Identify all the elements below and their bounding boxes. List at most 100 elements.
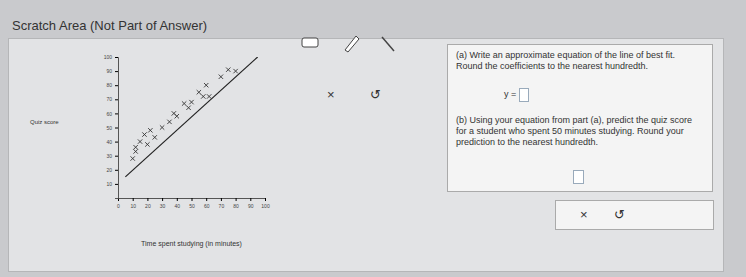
x-axis: 0102030405060708090100 <box>117 198 270 209</box>
y-tick-label: 100 <box>104 54 113 60</box>
x-tick-label: 20 <box>145 203 151 209</box>
point <box>189 100 193 104</box>
y-tick-label: 60 <box>106 111 112 117</box>
point <box>175 114 179 118</box>
clear-tool[interactable]: × <box>327 87 335 102</box>
point <box>133 149 137 153</box>
point <box>186 106 190 110</box>
y-tick-mark <box>115 128 118 129</box>
y-tick-label: 70 <box>106 96 112 102</box>
y-tick-mark <box>115 184 118 185</box>
x-tick-mark <box>133 198 134 201</box>
y-axis-line <box>115 58 119 199</box>
point <box>133 145 137 149</box>
point <box>142 132 146 136</box>
x-tick-label: 10 <box>130 203 136 209</box>
y-tick-label: 40 <box>106 139 112 145</box>
answer-a: y = <box>504 88 529 102</box>
point <box>182 101 186 105</box>
point <box>167 120 171 124</box>
y-tick-label: 30 <box>106 153 112 159</box>
y-tick: 20 <box>106 167 118 173</box>
y-tick-label: 20 <box>106 167 112 173</box>
question-a: (a) Write an approximate equation of the… <box>456 50 696 72</box>
point <box>145 142 149 146</box>
x-tick-mark <box>265 198 266 201</box>
question-box: (a) Write an approximate equation of the… <box>447 44 713 192</box>
button-box: ×↺ <box>555 200 714 230</box>
undo-button[interactable]: ↺ <box>614 207 625 222</box>
y-axis: 10 20 30 40 50 60 70 80 90 100 <box>104 54 119 198</box>
x-tick: 80 <box>233 198 239 209</box>
x-tick-label: 0 <box>117 203 120 209</box>
point <box>201 94 205 98</box>
point <box>226 67 230 71</box>
x-tick: 10 <box>130 198 136 209</box>
x-tick-mark <box>250 198 251 201</box>
x-tick: 70 <box>219 198 225 209</box>
point <box>207 94 211 98</box>
x-tick: 40 <box>175 198 181 209</box>
x-tick-label: 80 <box>233 203 239 209</box>
y-tick-mark <box>115 57 118 58</box>
pencil-icon[interactable] <box>345 36 359 52</box>
y-tick-mark <box>115 99 118 100</box>
y-tick: 80 <box>106 82 118 88</box>
y-tick: 40 <box>106 139 118 145</box>
clear-button[interactable]: × <box>580 207 588 222</box>
title: Scratch Area (Not Part of Answer) <box>12 18 207 33</box>
point <box>153 135 157 139</box>
plot-area <box>125 57 257 177</box>
y-tick-mark <box>115 170 118 171</box>
y-tick-mark <box>115 85 118 86</box>
point <box>160 125 164 129</box>
fit-line <box>125 57 257 177</box>
x-tick: 60 <box>204 198 210 209</box>
x-tick: 50 <box>189 198 195 209</box>
chart: 0102030405060708090100102030405060708090… <box>30 54 270 248</box>
x-tick-mark <box>177 198 178 201</box>
y-tick-label: 10 <box>106 181 112 187</box>
x-axis-title: Time spent studying (in minutes) <box>141 240 242 248</box>
y-tick-label: 90 <box>106 68 112 74</box>
y-tick-label: 50 <box>106 125 112 131</box>
x-axis-line <box>119 199 266 202</box>
answer-prefix: y = <box>504 89 519 99</box>
y-tick: 90 <box>106 68 118 74</box>
point <box>131 156 135 160</box>
y-axis-title: Quiz score <box>30 119 59 125</box>
x-tick-mark <box>147 198 148 201</box>
x-tick: 0 <box>117 198 120 209</box>
y-tick: 50 <box>106 125 118 131</box>
x-tick: 20 <box>145 198 151 209</box>
x-tick-mark <box>221 198 222 201</box>
y-tick: 10 <box>106 181 118 187</box>
x-tick: 90 <box>248 198 254 209</box>
answer-b-input[interactable] <box>573 170 584 184</box>
x-tick-label: 60 <box>204 203 210 209</box>
x-tick-label: 100 <box>261 203 270 209</box>
x-tick-mark <box>206 198 207 201</box>
x-tick-label: 40 <box>175 203 181 209</box>
line-icon[interactable] <box>382 37 394 51</box>
point <box>204 83 208 87</box>
x-tick-mark <box>236 198 237 201</box>
eraser-icon[interactable] <box>302 38 318 47</box>
point <box>138 139 142 143</box>
y-tick-mark <box>115 142 118 143</box>
x-tick-mark <box>162 198 163 201</box>
y-tick: 30 <box>106 153 118 159</box>
answer-input[interactable] <box>519 88 529 102</box>
point <box>148 128 152 132</box>
toolbar: ×↺ <box>302 36 394 102</box>
point <box>233 69 237 73</box>
point <box>219 75 223 79</box>
y-tick: 60 <box>106 111 118 117</box>
x-tick-label: 90 <box>248 203 254 209</box>
undo-tool[interactable]: ↺ <box>370 87 381 102</box>
x-tick-label: 70 <box>219 203 225 209</box>
y-tick-label: 80 <box>106 82 112 88</box>
y-tick-mark <box>115 113 118 114</box>
point <box>197 90 201 94</box>
canvas: ×↺01020304050607080901001020304050607080… <box>0 0 746 277</box>
